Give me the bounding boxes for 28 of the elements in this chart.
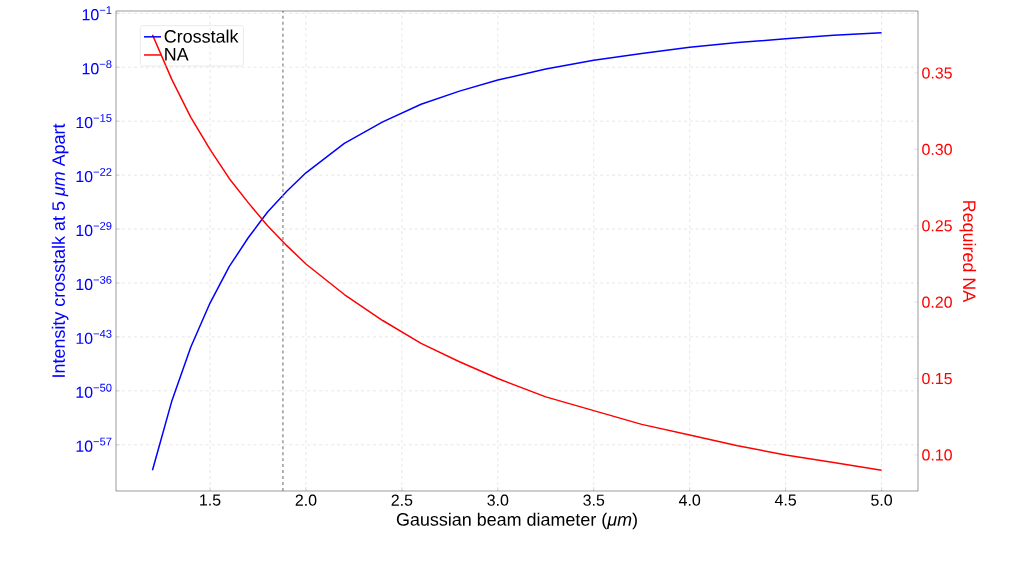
y2-tick-label: 0.30 xyxy=(922,143,952,156)
legend-label: NA xyxy=(165,48,189,61)
y2-tick-label: 0.25 xyxy=(922,220,952,232)
y-tick-label: 10$^{−1}$ xyxy=(82,6,112,21)
y-tick-label: 10$^{−8}$ xyxy=(82,60,112,75)
x-tick-label: 3.0 xyxy=(487,494,509,506)
y2-tick-label: 0.20 xyxy=(922,296,952,308)
x-axis-title: Gaussian beam diameter (μm) xyxy=(396,512,637,530)
y-tick-label: 10$^{−15}$ xyxy=(76,114,112,129)
x-tick-label: 3.5 xyxy=(583,494,605,506)
y-tick-label: 10$^{−29}$ xyxy=(76,221,112,237)
y-axis-title: Intensity crosstalk at 5 μm Apart xyxy=(51,123,69,377)
y-tick-label: 10$^{−22}$ xyxy=(76,168,112,183)
y-tick-label: 10$^{−50}$ xyxy=(76,383,112,398)
x-tick-label: 5.0 xyxy=(871,494,893,506)
x-tick-label: 2.0 xyxy=(295,494,317,506)
y2-tick-label: 0.10 xyxy=(922,449,952,461)
x-tick-label: 4.5 xyxy=(774,494,797,506)
y-tick-label: 10$^{−43}$ xyxy=(76,329,112,345)
x-tick-label: 2.5 xyxy=(391,494,413,506)
y2-axis-title: Required NA xyxy=(959,201,977,303)
y2-tick-label: 0.35 xyxy=(922,67,952,79)
y2-tick-label: 0.15 xyxy=(922,372,952,385)
legend-label: Crosstalk xyxy=(164,29,239,43)
x-tick-label: 4.0 xyxy=(678,494,701,506)
y-tick-label: 10$^{−57}$ xyxy=(76,437,112,452)
x-tick-label: 1.5 xyxy=(200,494,221,506)
y-tick-label: 10$^{−36}$ xyxy=(76,275,112,291)
